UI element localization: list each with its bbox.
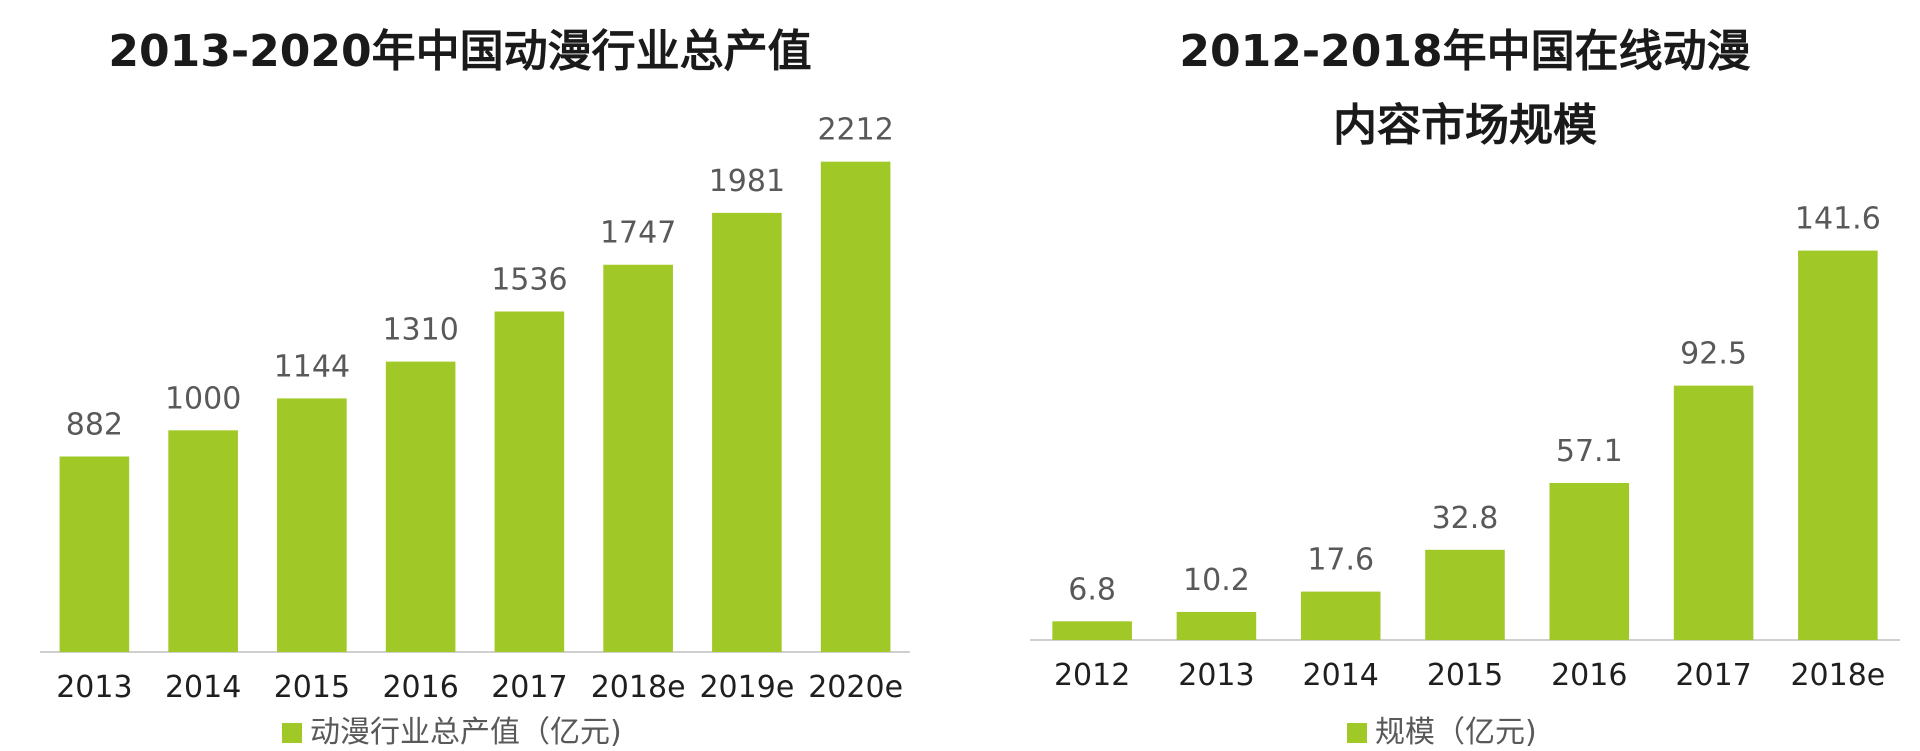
bar (712, 212, 782, 652)
x-tick-label: 2018e (1790, 658, 1885, 693)
legend-label: 规模（亿元) (1375, 715, 1537, 750)
x-tick-label: 2020e (808, 670, 903, 705)
bar-value-label: 2212 (817, 113, 893, 148)
x-tick-label: 2013 (1178, 658, 1254, 693)
x-tick-label: 2017 (491, 670, 567, 705)
x-tick-label: 2014 (1303, 658, 1379, 693)
chart-title-line-1: 2012-2018年中国在线动漫 (1179, 26, 1751, 77)
legend-swatch (1347, 723, 1367, 743)
x-tick-label: 2016 (1551, 658, 1627, 693)
x-tick-label: 2016 (382, 670, 458, 705)
bar-chart-output-value: 882 2013 1000 2014 1144 2015 1310 2016 1536 2017 1… (40, 113, 910, 750)
x-tick-label: 2019e (699, 670, 794, 705)
bar-value-label: 1144 (274, 349, 350, 384)
bar (385, 361, 456, 652)
bar (1052, 621, 1132, 640)
bar-value-label: 1981 (709, 164, 785, 199)
bar-value-label: 6.8 (1068, 572, 1116, 607)
bar (1798, 250, 1878, 640)
bar-value-label: 1536 (491, 263, 567, 298)
bar (277, 398, 347, 652)
bar (1549, 482, 1630, 640)
bar-value-label: 10.2 (1183, 563, 1250, 598)
bar-value-label: 1747 (600, 216, 676, 251)
chart-panel-online-market: 2012-2018年中国在线动漫 内容市场规模 6.8 2012 10.2 2013 1… (1010, 0, 1920, 751)
bar-value-label: 141.6 (1795, 202, 1881, 237)
legend-swatch (282, 723, 302, 743)
x-tick-label: 2012 (1054, 658, 1130, 693)
bar (1300, 591, 1381, 640)
bar-value-label: 32.8 (1432, 501, 1499, 536)
bar-value-label: 17.6 (1307, 543, 1374, 578)
bar (820, 161, 891, 652)
x-tick-label: 2017 (1675, 658, 1751, 693)
x-tick-label: 2018e (591, 670, 686, 705)
chart-panel-output-value: 2013-2020年中国动漫行业总产值 882 2013 1000 2014 1144 2… (0, 0, 920, 751)
bar-value-label: 882 (66, 407, 123, 442)
bar-value-label: 1310 (382, 313, 458, 348)
x-tick-label: 2015 (274, 670, 350, 705)
x-tick-label: 2014 (165, 670, 241, 705)
x-tick-label: 2013 (56, 670, 132, 705)
chart-title-line-1: 2013-2020年中国动漫行业总产值 (108, 26, 812, 77)
bar (1176, 611, 1257, 640)
bar (1673, 385, 1754, 640)
bar-value-label: 57.1 (1556, 434, 1623, 469)
bar (168, 430, 238, 652)
bar (1425, 549, 1505, 640)
x-tick-label: 2015 (1427, 658, 1503, 693)
bar-chart-online-market: 6.8 2012 10.2 2013 17.6 2014 32.8 2015 57.1 2016 9… (1030, 202, 1900, 750)
bar-value-label: 1000 (165, 381, 241, 416)
bar (603, 264, 673, 652)
bar (59, 456, 130, 652)
bar-value-label: 92.5 (1680, 337, 1747, 372)
legend-label: 动漫行业总产值（亿元) (310, 715, 622, 750)
bar (494, 311, 565, 652)
chart-title-line-2: 内容市场规模 (1333, 100, 1597, 151)
